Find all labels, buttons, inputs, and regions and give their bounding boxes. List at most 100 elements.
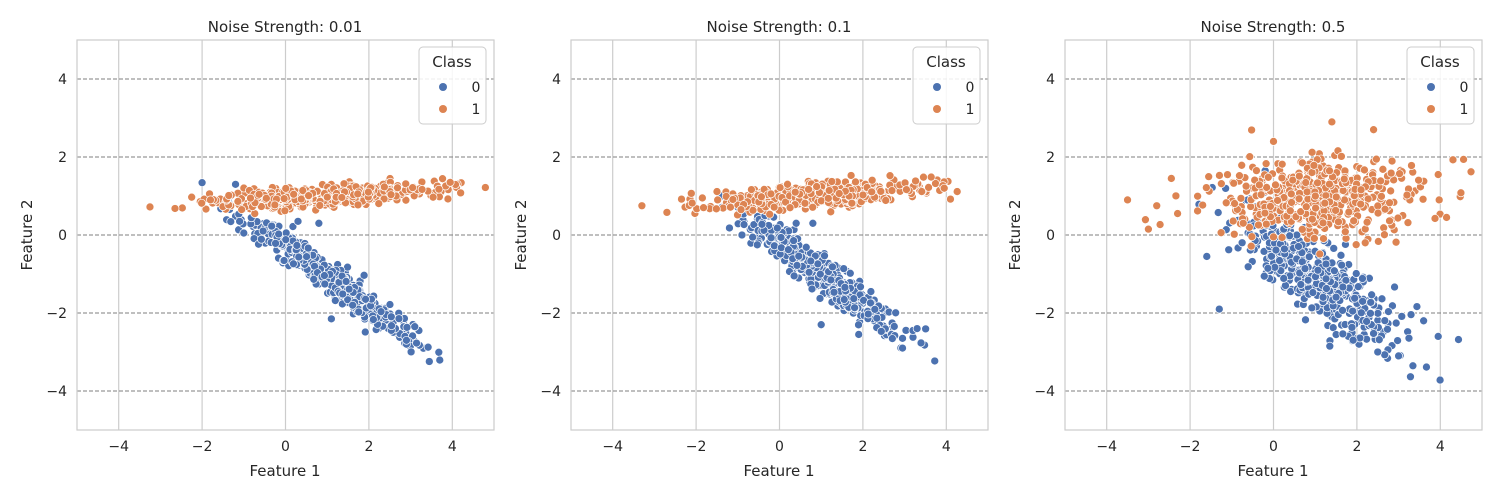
data-point-class-1 bbox=[281, 184, 291, 193]
data-point-class-1 bbox=[201, 204, 211, 214]
data-point-class-1 bbox=[867, 187, 877, 197]
data-point-class-0 bbox=[309, 274, 319, 284]
legend-marker-class-0 bbox=[1427, 83, 1435, 91]
data-point-class-0 bbox=[1356, 308, 1366, 318]
y-tick-label: 4 bbox=[1046, 72, 1055, 88]
scatter-points bbox=[145, 174, 490, 366]
data-point-class-1 bbox=[262, 193, 271, 203]
data-point-class-0 bbox=[829, 287, 839, 297]
data-point-class-1 bbox=[233, 197, 243, 206]
data-point-class-0 bbox=[361, 294, 370, 304]
data-point-class-0 bbox=[1404, 333, 1414, 343]
data-point-class-0 bbox=[1390, 282, 1399, 292]
data-point-class-1 bbox=[145, 202, 155, 212]
data-point-class-1 bbox=[847, 198, 857, 208]
data-point-class-0 bbox=[792, 261, 802, 270]
data-point-class-1 bbox=[823, 193, 833, 203]
data-point-class-1 bbox=[337, 193, 347, 202]
y-axis-label: Feature 2 bbox=[512, 200, 530, 271]
data-point-class-0 bbox=[235, 217, 244, 226]
data-point-class-1 bbox=[1216, 228, 1226, 238]
data-point-class-0 bbox=[410, 322, 420, 331]
data-point-class-1 bbox=[1376, 176, 1385, 186]
data-point-class-1 bbox=[757, 192, 766, 202]
data-point-class-0 bbox=[1301, 315, 1310, 325]
data-point-class-1 bbox=[1374, 237, 1383, 246]
y-tick-label: −4 bbox=[540, 384, 561, 400]
data-point-class-1 bbox=[812, 182, 821, 191]
data-point-class-0 bbox=[801, 242, 811, 252]
data-point-class-0 bbox=[1337, 260, 1347, 270]
data-point-class-0 bbox=[794, 251, 804, 261]
data-point-class-0 bbox=[1338, 329, 1348, 339]
data-point-class-0 bbox=[256, 234, 266, 244]
x-tick-label: 4 bbox=[1436, 439, 1445, 455]
data-point-class-1 bbox=[1269, 232, 1278, 242]
data-point-class-1 bbox=[1327, 117, 1337, 127]
data-point-class-1 bbox=[1325, 179, 1334, 189]
x-axis-label: Feature 1 bbox=[250, 462, 321, 480]
data-point-class-0 bbox=[725, 223, 734, 233]
data-point-class-0 bbox=[776, 233, 786, 242]
legend-title: Class bbox=[432, 53, 472, 71]
y-tick-label: 0 bbox=[58, 228, 67, 244]
y-tick-label: 2 bbox=[1046, 150, 1055, 166]
data-point-class-0 bbox=[1422, 362, 1431, 372]
data-point-class-1 bbox=[1418, 194, 1428, 204]
data-point-class-0 bbox=[815, 269, 825, 279]
data-point-class-1 bbox=[1307, 147, 1317, 157]
data-point-class-0 bbox=[784, 245, 793, 255]
data-point-class-0 bbox=[279, 256, 289, 265]
data-point-class-1 bbox=[686, 189, 696, 198]
data-point-class-1 bbox=[481, 183, 490, 192]
data-point-class-0 bbox=[435, 355, 445, 365]
data-point-class-1 bbox=[824, 186, 834, 195]
legend-label-class-0: 0 bbox=[472, 80, 481, 96]
legend-marker-class-1 bbox=[439, 105, 447, 113]
data-point-class-1 bbox=[279, 194, 289, 203]
y-tick-label: 4 bbox=[552, 72, 561, 88]
data-point-class-0 bbox=[1325, 341, 1335, 351]
data-point-class-0 bbox=[359, 270, 369, 280]
data-point-class-0 bbox=[303, 243, 313, 253]
data-point-class-1 bbox=[1271, 180, 1280, 190]
data-point-class-1 bbox=[637, 201, 647, 211]
data-point-class-1 bbox=[902, 185, 911, 194]
data-point-class-1 bbox=[699, 203, 708, 212]
data-point-class-1 bbox=[1385, 216, 1394, 226]
data-point-class-1 bbox=[1310, 191, 1320, 201]
data-point-class-1 bbox=[401, 179, 411, 189]
data-point-class-1 bbox=[790, 187, 800, 197]
data-point-class-1 bbox=[1339, 174, 1349, 184]
data-point-class-0 bbox=[1330, 266, 1339, 276]
data-point-class-0 bbox=[1296, 280, 1306, 289]
data-point-class-0 bbox=[369, 315, 378, 324]
data-point-class-1 bbox=[1402, 190, 1412, 200]
subplot-title: Noise Strength: 0.5 bbox=[1201, 18, 1346, 36]
data-point-class-1 bbox=[775, 183, 785, 192]
data-point-class-0 bbox=[386, 312, 396, 322]
data-point-class-0 bbox=[789, 236, 798, 245]
data-point-class-1 bbox=[785, 203, 795, 213]
data-point-class-0 bbox=[840, 283, 850, 292]
data-point-class-0 bbox=[1338, 282, 1348, 292]
data-point-class-0 bbox=[226, 217, 236, 226]
data-point-class-1 bbox=[1294, 194, 1304, 204]
y-tick-label: 2 bbox=[552, 150, 561, 166]
data-point-class-0 bbox=[757, 219, 767, 229]
data-point-class-0 bbox=[394, 314, 404, 323]
data-point-class-0 bbox=[385, 300, 395, 309]
data-point-class-1 bbox=[1123, 195, 1132, 205]
legend-marker-class-0 bbox=[933, 83, 941, 91]
data-point-class-1 bbox=[1247, 125, 1256, 135]
subplot-title: Noise Strength: 0.1 bbox=[707, 18, 852, 36]
data-point-class-0 bbox=[387, 321, 396, 331]
data-point-class-1 bbox=[443, 194, 453, 204]
data-point-class-1 bbox=[353, 200, 363, 210]
data-point-class-0 bbox=[815, 294, 825, 303]
data-point-class-1 bbox=[353, 189, 363, 199]
data-point-class-0 bbox=[412, 338, 421, 348]
x-tick-label: −4 bbox=[602, 439, 623, 455]
data-point-class-1 bbox=[224, 191, 234, 200]
data-point-class-1 bbox=[1247, 232, 1257, 242]
